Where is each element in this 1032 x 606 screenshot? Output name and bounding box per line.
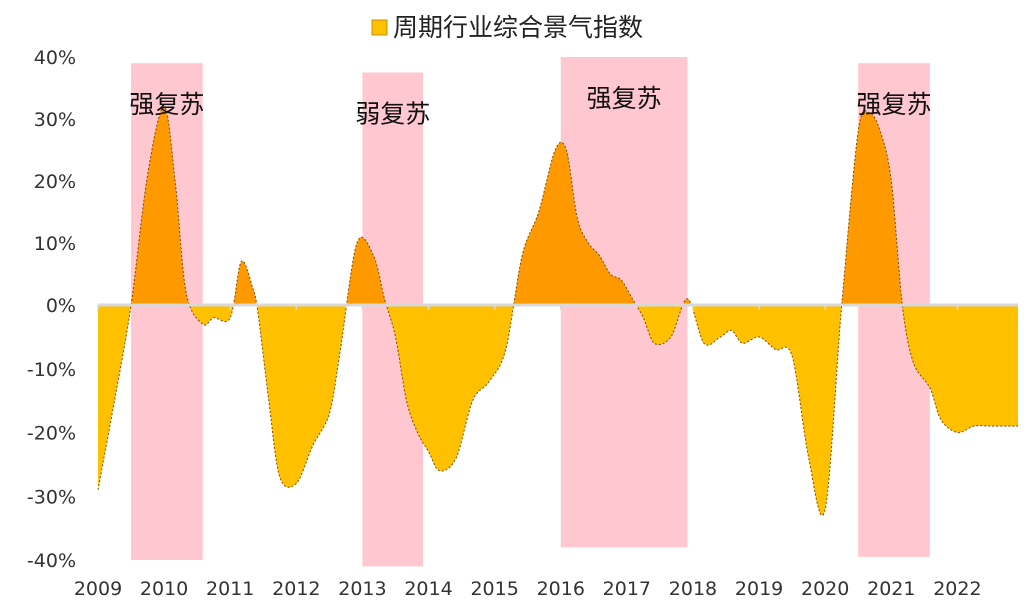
negative-area: [98, 305, 1018, 516]
x-tick-label: 2009: [74, 578, 122, 600]
x-tick-label: 2017: [603, 578, 651, 600]
legend-swatch: [371, 19, 388, 36]
series-outline: [97, 106, 1018, 516]
y-tick-label: 10%: [34, 233, 76, 255]
y-tick-label: 0%: [46, 295, 76, 317]
y-tick-label: 40%: [34, 47, 76, 69]
x-tick-label: 2011: [206, 578, 254, 600]
x-tick-label: 2020: [801, 578, 849, 600]
positive-area: [98, 106, 1018, 305]
x-tick-label: 2021: [867, 578, 915, 600]
band-label: 强复苏: [129, 90, 204, 119]
x-tick-label: 2010: [140, 578, 188, 600]
x-tick-label: 2018: [669, 578, 717, 600]
y-tick-label: -40%: [27, 550, 76, 572]
band-label: 强复苏: [587, 84, 662, 113]
legend: 周期行业综合景气指数: [371, 13, 643, 42]
x-tick-label: 2019: [735, 578, 783, 600]
legend-label: 周期行业综合景气指数: [393, 13, 643, 42]
band-label: 弱复苏: [355, 100, 430, 129]
y-tick-label: 20%: [34, 171, 76, 193]
area-series: [97, 106, 1018, 516]
band-label: 强复苏: [857, 90, 932, 119]
x-tick-label: 2013: [338, 578, 386, 600]
x-tick-label: 2016: [537, 578, 585, 600]
y-tick-label: -20%: [27, 423, 76, 445]
x-tick-label: 2022: [933, 578, 981, 600]
x-tick-label: 2015: [470, 578, 518, 600]
x-tick-label: 2014: [404, 578, 452, 600]
y-tick-label: -10%: [27, 359, 76, 381]
x-tick-label: 2012: [272, 578, 320, 600]
y-tick-label: 30%: [34, 109, 76, 131]
axes: 40% 30% 20% 10% 0% -10% -20% -30% -40% 2009 2010 20…: [27, 47, 1018, 600]
y-tick-label: -30%: [27, 486, 76, 508]
